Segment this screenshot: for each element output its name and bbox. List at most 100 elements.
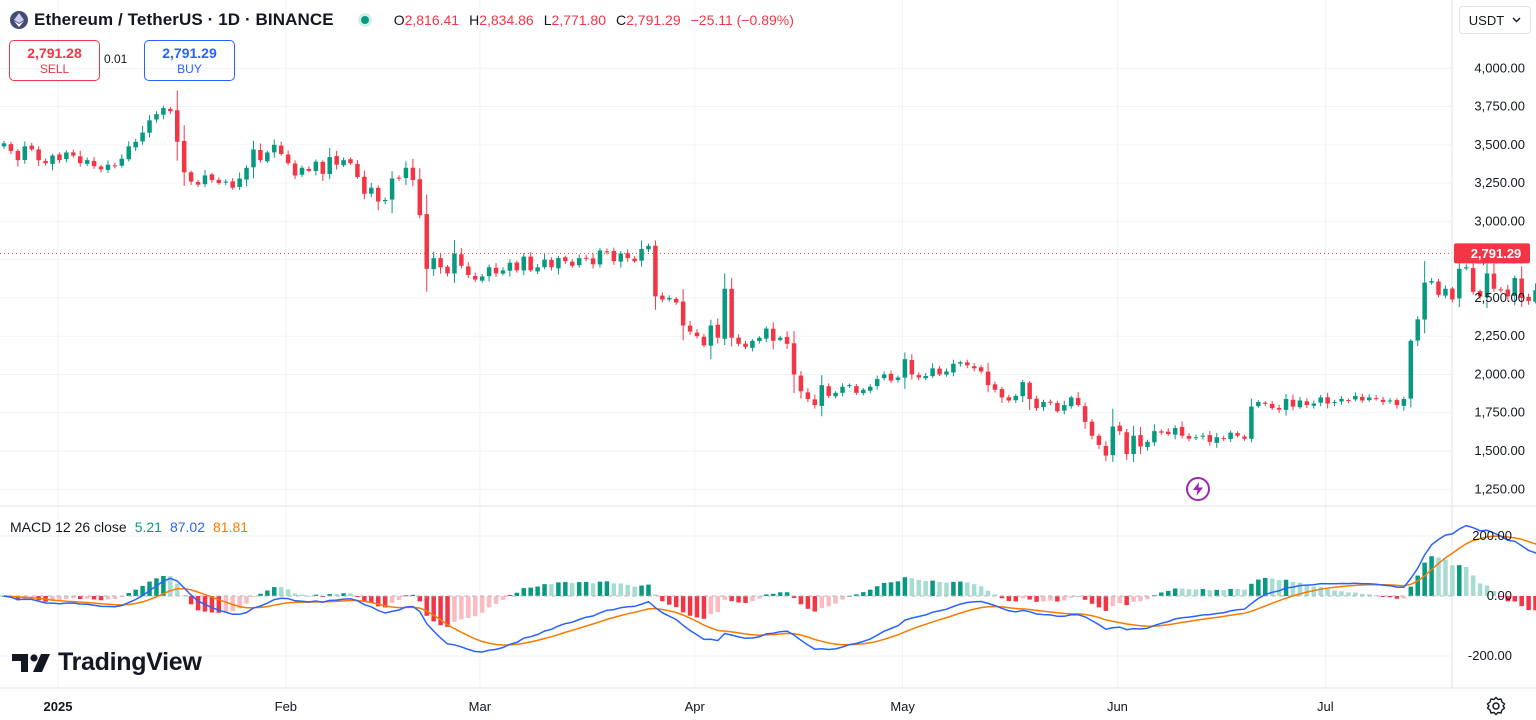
candle-body xyxy=(784,336,790,344)
histogram-bar xyxy=(327,594,332,596)
candle-body xyxy=(493,267,499,274)
price-axis[interactable]: 1,250.00 1,500.00 1,750.00 2,000.00 2,250.00… xyxy=(1474,60,1525,496)
histogram-bar xyxy=(500,596,506,600)
tradingview-logo[interactable]: TradingView xyxy=(12,648,202,677)
histogram-bar xyxy=(1263,577,1268,596)
candle-body xyxy=(1422,282,1427,320)
candle-body xyxy=(722,288,727,339)
buy-button[interactable]: 2,791.29 BUY xyxy=(144,40,235,81)
histogram-bar xyxy=(1526,596,1531,610)
histogram-bar xyxy=(209,596,215,613)
candle-body xyxy=(798,375,804,392)
histogram-bar xyxy=(1325,588,1330,596)
histogram-bar xyxy=(1193,589,1199,596)
histogram-bar xyxy=(1159,592,1164,596)
histogram-bar xyxy=(632,586,637,596)
candle-body xyxy=(1450,288,1455,300)
candle-body xyxy=(680,301,686,326)
candle-body xyxy=(1387,400,1393,402)
grid-lines xyxy=(0,0,1452,688)
candle-body xyxy=(472,276,478,280)
histogram-bar xyxy=(888,582,894,596)
macd-axis[interactable]: 200.00 0.00 -200.00 xyxy=(1468,528,1512,663)
candle-body xyxy=(8,144,14,151)
market-open-icon[interactable] xyxy=(357,13,372,27)
ethereum-icon[interactable] xyxy=(10,11,28,29)
histogram-bar xyxy=(1200,589,1206,596)
candle-body xyxy=(653,245,658,297)
histogram-bar xyxy=(694,596,700,618)
symbol-title[interactable]: Ethereum / TetherUS · 1D · BINANCE xyxy=(34,10,334,29)
histogram-bar xyxy=(881,583,887,596)
candle-body xyxy=(992,384,998,390)
histogram-bar xyxy=(334,594,339,596)
histogram-bar xyxy=(902,577,908,596)
candle-body xyxy=(362,176,367,194)
histogram-bar xyxy=(188,596,194,605)
histogram-bar xyxy=(126,593,131,596)
candle-body xyxy=(1373,398,1379,400)
histogram-bar xyxy=(563,582,568,596)
candle-body xyxy=(1228,432,1233,440)
candle-body xyxy=(687,325,693,332)
candle-body xyxy=(1041,402,1046,408)
candle-body xyxy=(576,258,582,266)
candle-body xyxy=(1401,398,1407,406)
histogram-bar xyxy=(91,596,97,600)
histogram-bar xyxy=(1436,557,1441,596)
histogram-bar xyxy=(750,596,755,602)
candle-body xyxy=(1,143,7,147)
histogram-bar xyxy=(1443,559,1448,596)
flash-icon[interactable] xyxy=(1186,477,1210,501)
histogram-bar xyxy=(1408,586,1414,596)
macd-histogram xyxy=(1,556,1536,627)
gear-icon[interactable] xyxy=(1486,696,1506,716)
histogram-bar xyxy=(278,587,284,596)
histogram-bar xyxy=(1214,589,1219,596)
macd-legend[interactable]: MACD 12 26 close 5.21 87.02 81.81 xyxy=(10,519,249,535)
histogram-bar xyxy=(1048,596,1053,601)
candle-body xyxy=(507,262,513,271)
time-tick-label: Feb xyxy=(275,699,297,714)
candle-body xyxy=(348,159,353,164)
histogram-bar xyxy=(1186,589,1192,596)
histogram-bar xyxy=(195,596,201,611)
histogram-bar xyxy=(722,596,727,600)
histogram-bar xyxy=(611,583,617,596)
price-tick-label: 3,500.00 xyxy=(1474,137,1525,152)
time-axis[interactable]: 2025 Feb Mar Apr May Jun Jul xyxy=(44,699,1334,714)
histogram-bar xyxy=(64,596,69,599)
histogram-bar xyxy=(431,596,436,622)
currency-selector[interactable]: USDT xyxy=(1459,6,1531,34)
candle-body xyxy=(251,149,256,168)
sell-button[interactable]: 2,791.28 SELL xyxy=(9,40,100,81)
histogram-bar xyxy=(292,593,298,596)
histogram-bar xyxy=(1103,596,1109,611)
time-tick-label: Apr xyxy=(685,699,706,714)
candle-body xyxy=(611,250,617,262)
candle-body xyxy=(777,337,783,340)
histogram-bar xyxy=(1457,565,1462,596)
histogram-bar xyxy=(306,595,312,597)
candle-body xyxy=(833,392,838,397)
histogram-bar xyxy=(916,579,922,596)
histogram-bar xyxy=(764,594,769,596)
macd-tick-label: -200.00 xyxy=(1468,648,1512,663)
candle-body xyxy=(320,161,326,174)
candle-body xyxy=(583,257,589,259)
histogram-bar xyxy=(1491,591,1497,596)
candle-body xyxy=(805,392,811,399)
histogram-bar xyxy=(1138,596,1143,602)
candle-body xyxy=(1533,290,1536,302)
histogram-bar xyxy=(1366,594,1372,596)
candle-body xyxy=(327,157,332,175)
candle-body xyxy=(369,187,374,194)
histogram-bar xyxy=(958,581,963,596)
time-tick-label: Jul xyxy=(1317,699,1334,714)
candle-body xyxy=(1214,437,1219,443)
candle-body xyxy=(708,325,714,346)
candle-body xyxy=(1020,382,1025,397)
candle-body xyxy=(1484,273,1490,298)
candle-body xyxy=(57,154,62,161)
